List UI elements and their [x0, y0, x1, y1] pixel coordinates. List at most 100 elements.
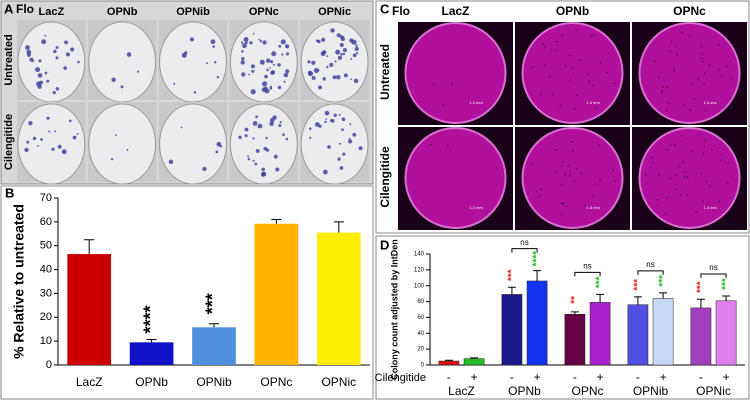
colony — [321, 37, 326, 42]
dish — [88, 103, 157, 185]
y-tick-label: 80 — [417, 299, 424, 305]
x-tick-label: OPNib — [633, 384, 669, 398]
colony — [571, 67, 574, 69]
error-bar — [470, 357, 479, 359]
colony — [596, 102, 598, 104]
colony — [322, 77, 326, 81]
colony — [265, 136, 268, 140]
colony — [269, 87, 273, 90]
colony — [586, 73, 589, 75]
colony — [560, 202, 563, 204]
significance: *** — [721, 278, 732, 290]
error-bar — [533, 270, 542, 281]
x-tick-label: OPNic — [321, 375, 356, 389]
y-tick-label: 10 — [40, 335, 52, 347]
colony — [311, 60, 316, 65]
colony — [555, 170, 557, 173]
colony — [35, 67, 41, 73]
colony — [326, 55, 329, 57]
colony — [706, 203, 709, 205]
colony — [689, 109, 692, 111]
colony — [285, 137, 289, 141]
column-label: OPNc — [249, 6, 279, 18]
colony — [666, 86, 669, 89]
colony — [247, 158, 251, 161]
colony — [592, 196, 594, 198]
colony — [673, 68, 675, 70]
colony — [38, 59, 42, 63]
colony — [666, 149, 668, 151]
colony — [180, 126, 183, 129]
colony — [270, 60, 274, 64]
colony — [315, 39, 319, 43]
colony — [562, 161, 564, 163]
colony — [594, 183, 596, 186]
colony — [691, 151, 694, 153]
colony — [210, 39, 216, 45]
colony — [52, 91, 56, 95]
colony — [354, 46, 359, 52]
colony — [342, 152, 346, 156]
colony — [114, 134, 117, 137]
bar — [652, 298, 674, 366]
colony — [702, 152, 704, 155]
colony — [63, 66, 67, 70]
colony — [318, 124, 322, 128]
colony — [726, 182, 729, 185]
colony — [555, 49, 557, 52]
colony — [334, 60, 337, 63]
x-tick-label: OPNb — [135, 375, 168, 389]
colony — [561, 183, 563, 186]
colony — [569, 175, 571, 177]
colony — [44, 34, 47, 37]
colony — [561, 165, 563, 167]
colony — [278, 124, 282, 128]
colony — [573, 180, 575, 183]
colony — [111, 77, 116, 82]
colony — [697, 77, 700, 80]
colony — [241, 56, 245, 61]
colony — [213, 61, 217, 64]
colony — [285, 69, 290, 74]
column-label: OPNc — [673, 4, 706, 18]
dish — [521, 127, 624, 229]
colony — [700, 58, 703, 60]
significance: ** — [570, 296, 581, 304]
colony — [252, 159, 255, 162]
colony — [193, 91, 197, 94]
series-label: - — [447, 370, 451, 384]
colony — [598, 144, 601, 147]
y-tick-label: 0 — [46, 359, 52, 371]
colony — [593, 34, 595, 36]
x-tick-label: LacZ — [76, 375, 103, 389]
colony — [711, 149, 713, 151]
colony — [337, 55, 343, 60]
colony — [76, 133, 79, 135]
bar — [501, 294, 523, 366]
series-label: - — [573, 370, 577, 384]
colony — [329, 62, 334, 67]
colony — [285, 44, 290, 49]
colony — [683, 176, 686, 178]
colony — [686, 194, 688, 196]
panel-d-frame — [375, 235, 750, 400]
colony — [336, 75, 341, 80]
colony — [695, 211, 697, 213]
colony — [240, 41, 244, 44]
error-bar — [333, 221, 344, 233]
colony — [126, 148, 129, 151]
colony — [570, 79, 572, 81]
colony — [216, 76, 220, 79]
colony — [599, 179, 601, 181]
colony — [322, 169, 328, 175]
colony — [55, 56, 59, 60]
colony — [564, 174, 566, 176]
colony — [32, 136, 37, 141]
colony — [675, 45, 677, 47]
colony — [571, 140, 573, 143]
colony — [271, 51, 277, 57]
colony — [39, 80, 44, 85]
significance: *** — [696, 281, 707, 293]
colony — [350, 78, 353, 81]
